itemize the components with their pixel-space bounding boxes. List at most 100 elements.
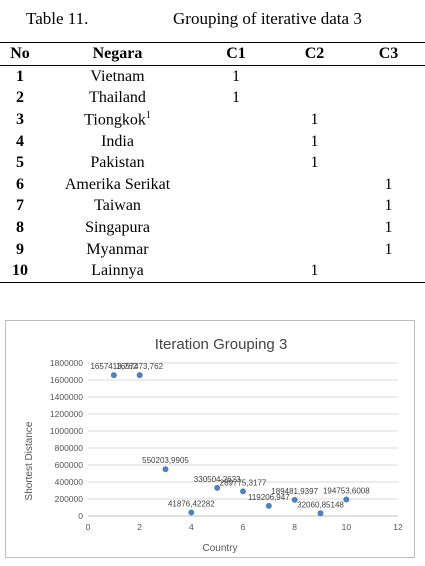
data-label: 1657473,762 [116, 362, 163, 371]
cell-no: 6 [0, 174, 40, 196]
grouping-table: No Negara C1 C2 C3 1 Vietnam 1 2 Thailand 1 3 T… [0, 42, 425, 283]
header-negara: Negara [40, 42, 195, 66]
cell-c3: 1 [352, 239, 425, 261]
y-tick-label: 1000000 [50, 426, 83, 436]
cell-c1 [195, 239, 277, 261]
cell-negara: Taiwan [40, 196, 195, 218]
cell-c2 [277, 217, 352, 239]
data-label: 32060,85148 [297, 500, 344, 509]
cell-no-text: 5 [16, 154, 24, 172]
cell-negara: Thailand [40, 88, 195, 110]
cell-negara-text: Pakistan [90, 154, 145, 172]
cell-c1 [195, 217, 277, 239]
x-tick-label: 0 [86, 522, 91, 532]
data-label: 330504,2623 [194, 475, 241, 484]
cell-c2-text: 1 [310, 132, 319, 150]
data-label: 41876,42282 [168, 499, 215, 508]
y-tick-label: 1200000 [50, 409, 83, 419]
data-label: 289775,3177 [220, 478, 267, 487]
cell-c2: 1 [277, 260, 352, 283]
cell-negara-text: India [101, 132, 134, 150]
cell-c1 [195, 260, 277, 283]
cell-negara-text: Amerika Serikat [64, 175, 171, 193]
header-no: No [0, 42, 40, 66]
cell-c3: 1 [352, 174, 425, 196]
cell-no-text: 8 [16, 218, 24, 236]
cell-c3-text: 1 [384, 218, 393, 236]
cell-c2-text: 1 [310, 262, 319, 280]
data-point [343, 496, 350, 503]
data-point [110, 372, 117, 379]
table-row: 7 Taiwan 1 [0, 196, 425, 218]
cell-c2-text: 1 [310, 110, 319, 128]
y-tick-label: 800000 [55, 443, 84, 453]
cell-negara: Lainnya [40, 260, 195, 283]
cell-no-text: 2 [16, 89, 24, 107]
cell-c1: 1 [195, 66, 277, 88]
cell-negara: Pakistan [40, 152, 195, 174]
cell-c1-text: 1 [232, 67, 240, 85]
cell-c3-text: 1 [384, 240, 393, 258]
data-points [110, 372, 350, 517]
cell-c2 [277, 196, 352, 218]
table-row: 9 Myanmar 1 [0, 239, 425, 261]
table-row: 10 Lainnya 1 [0, 260, 425, 283]
data-point [265, 502, 272, 509]
y-tick-label: 400000 [55, 477, 84, 487]
header-c3: C3 [352, 42, 425, 66]
x-tick-label: 2 [137, 522, 142, 532]
data-point [317, 510, 324, 517]
cell-c1 [195, 174, 277, 196]
cell-c2 [277, 174, 352, 196]
cell-negara-text: Myanmar [86, 240, 149, 258]
scatter-chart: Iteration Grouping 3 0 200000 400000 600000… [24, 336, 403, 554]
cell-no-text: 4 [16, 132, 24, 150]
cell-c3 [352, 260, 425, 283]
cell-no-text: 10 [12, 262, 28, 280]
cell-no-text: 1 [16, 67, 24, 85]
table-row: 4 India 1 [0, 131, 425, 153]
header-c2: C2 [277, 42, 352, 66]
cell-c1 [195, 131, 277, 153]
cell-c1 [195, 109, 277, 131]
data-label: 189481,9397 [271, 487, 318, 496]
cell-c2-text: 1 [310, 154, 319, 172]
cell-no: 10 [0, 260, 40, 283]
table-row: 1 Vietnam 1 [0, 66, 425, 88]
cell-c3: 1 [352, 217, 425, 239]
table-row: 3 Tiongkok1 1 [0, 109, 425, 131]
cell-negara: Tiongkok1 [40, 109, 195, 131]
cell-c1-text: 1 [232, 89, 240, 107]
data-label: 194753,6008 [323, 486, 370, 495]
cell-c3 [352, 88, 425, 110]
data-label: 550203,9905 [142, 456, 189, 465]
cell-c3 [352, 152, 425, 174]
cell-negara-text: Tiongkok [84, 111, 146, 129]
data-point [214, 484, 221, 491]
cell-negara: Vietnam [40, 66, 195, 88]
x-tick-label: 12 [393, 522, 403, 532]
y-tick-label: 0 [78, 511, 83, 521]
cell-no: 8 [0, 217, 40, 239]
table-title: Grouping of iterative data 3 [173, 9, 362, 28]
table-header-row: No Negara C1 C2 C3 [0, 42, 425, 66]
cell-no: 1 [0, 66, 40, 88]
cell-c3-text: 1 [384, 197, 393, 215]
data-label: 119206,947 [248, 493, 290, 502]
data-point [291, 496, 298, 503]
y-tick-labels: 0 200000 400000 600000 800000 1000000 1200000 1… [50, 358, 83, 521]
cell-c2 [277, 66, 352, 88]
cell-negara: Myanmar [40, 239, 195, 261]
x-axis-label: Country [202, 543, 237, 554]
cell-no: 5 [0, 152, 40, 174]
data-point [188, 509, 195, 516]
footnote-mark: 1 [145, 110, 151, 122]
cell-negara: Singapura [40, 217, 195, 239]
table-row: 2 Thailand 1 [0, 88, 425, 110]
y-tick-label: 600000 [55, 460, 84, 470]
y-axis-label: Shortest Distance [24, 421, 35, 500]
table-row: 8 Singapura 1 [0, 217, 425, 239]
cell-c3 [352, 131, 425, 153]
table-row: 5 Pakistan 1 [0, 152, 425, 174]
cell-negara-text: Taiwan [94, 197, 141, 215]
